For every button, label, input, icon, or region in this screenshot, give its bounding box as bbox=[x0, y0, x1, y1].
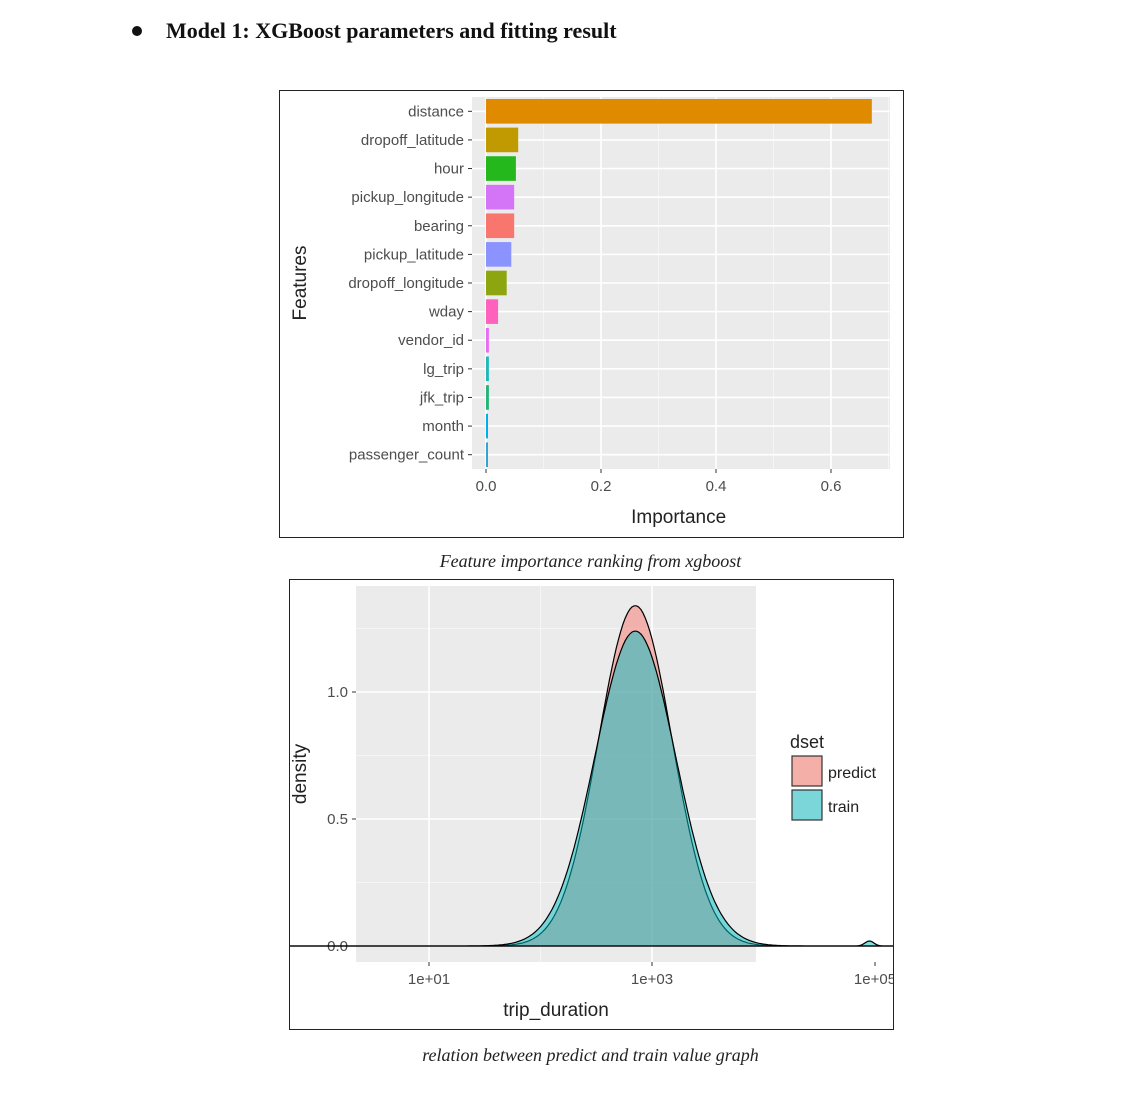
y-tick-label: pickup_longitude bbox=[351, 189, 464, 206]
y-tick-label: bearing bbox=[414, 218, 464, 235]
feature-importance-chart: 0.0 0.2 0.4 0.6 distance dropoff_latitudehour… bbox=[290, 97, 890, 528]
y-tick-label: jfk_trip bbox=[419, 389, 464, 406]
x-tick-label: 1e+05 bbox=[854, 971, 893, 988]
x-axis-label: Importance bbox=[631, 507, 726, 528]
heading-text: Model 1: XGBoost parameters and fitting … bbox=[166, 18, 617, 43]
y-tick-label: pickup_latitude bbox=[364, 246, 464, 263]
legend-swatch-predict bbox=[791, 755, 823, 787]
bar-jfk_trip bbox=[486, 385, 489, 410]
y-tick-label: distance bbox=[408, 103, 464, 120]
bar-passenger_count bbox=[486, 442, 488, 467]
x-tick-label: 0.2 bbox=[591, 478, 612, 495]
y-tick-label: month bbox=[422, 418, 464, 435]
legend-title: dset bbox=[790, 732, 824, 752]
bar-month bbox=[486, 413, 488, 439]
bar-distance bbox=[486, 99, 872, 124]
y-axis-label: Features bbox=[290, 246, 311, 321]
bar-hour bbox=[486, 156, 516, 181]
bar-pickup_latitude bbox=[486, 242, 512, 267]
figure-1-caption: Feature importance ranking from xgboost bbox=[439, 551, 742, 571]
x-tick-label: 1e+01 bbox=[408, 971, 450, 988]
y-tick-label: hour bbox=[434, 161, 464, 178]
y-tick-label: vendor_id bbox=[398, 332, 464, 349]
y-tick-label: 1.0 bbox=[327, 684, 348, 701]
bar-pickup_longitude bbox=[486, 184, 515, 210]
y-tick-label: passenger_count bbox=[349, 447, 465, 464]
bar-vendor_id bbox=[486, 327, 489, 353]
bar-wday bbox=[486, 299, 499, 324]
y-axis-label: density bbox=[290, 743, 311, 804]
bar-bearing bbox=[486, 213, 515, 239]
y-tick-label: dropoff_latitude bbox=[361, 132, 464, 149]
legend-swatch-train bbox=[791, 789, 823, 821]
y-tick-label: lg_trip bbox=[423, 361, 464, 378]
x-axis-label: trip_duration bbox=[503, 1000, 609, 1021]
x-tick-label: 0.4 bbox=[706, 478, 727, 495]
x-tick-label: 0.0 bbox=[476, 478, 497, 495]
section-heading: Model 1: XGBoost parameters and fitting … bbox=[132, 18, 617, 44]
y-tick-label: wday bbox=[428, 304, 465, 321]
y-tick-label: 0.5 bbox=[327, 811, 348, 828]
x-tick-label: 0.6 bbox=[821, 478, 842, 495]
density-chart: 1e+01 1e+03 1e+050.00.51.0trip_durationden… bbox=[261, 586, 1132, 1021]
bar-dropoff_longitude bbox=[486, 270, 507, 296]
bullet-icon bbox=[132, 26, 142, 36]
y-tick-label: dropoff_longitude bbox=[348, 275, 464, 292]
figure-2-caption: relation between predict and train value… bbox=[422, 1045, 759, 1065]
density-figure: 1e+01 1e+03 1e+05 0.0 0.5 1.0 trip_duration den… bbox=[261, 579, 1132, 1030]
bar-dropoff_latitude bbox=[486, 127, 519, 153]
x-tick-label: 1e+03 bbox=[631, 971, 673, 988]
bar-lg_trip bbox=[486, 356, 489, 382]
legend-label-train: train bbox=[828, 799, 859, 816]
legend-label-predict: predict bbox=[828, 765, 877, 782]
